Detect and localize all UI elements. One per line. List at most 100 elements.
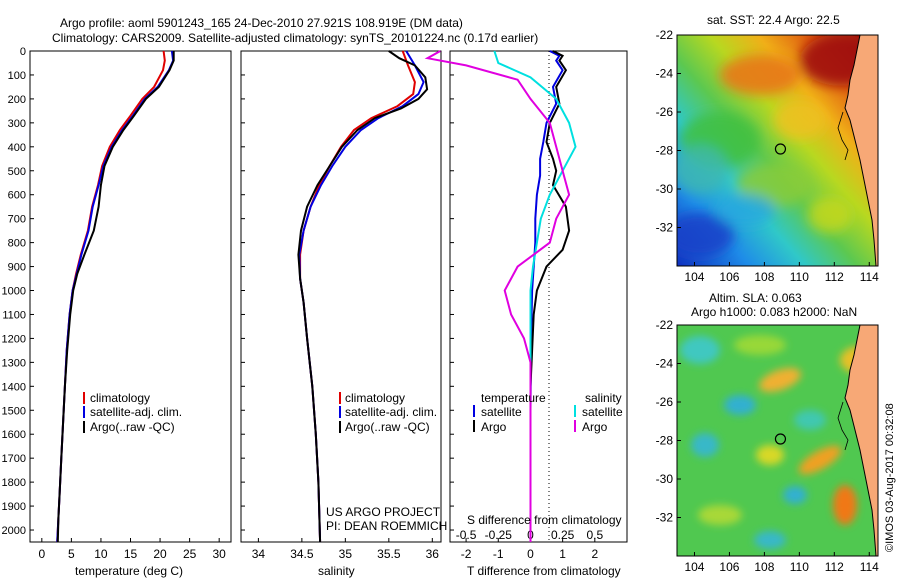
- depth-tick-label: 700: [8, 214, 26, 226]
- depth-tick-label: 200: [8, 94, 26, 106]
- map-x-tick-label: 108: [754, 270, 774, 284]
- sst-map: [677, 35, 878, 266]
- credit-imos: ©IMOS 03-Aug-2017 00:32:08: [884, 403, 896, 552]
- series-line-satellite: [529, 50, 564, 542]
- map-x-tick-label: 110: [790, 560, 809, 574]
- x-tick-label: 35: [339, 547, 353, 561]
- depth-tick-label: 1800: [2, 477, 26, 489]
- salinity-x-ticks: 34 34.5 35 35.5 36: [252, 538, 440, 561]
- difference-xlabel: T difference from climatology: [467, 564, 621, 578]
- legend-label-satellite: satellite-adj. clim.: [345, 405, 437, 419]
- sla-argo-float-marker: [774, 433, 787, 445]
- legend-heading-salinity: salinity: [585, 391, 622, 405]
- series-line-argo: [529, 50, 571, 542]
- sla-map-title: Altim. SLA: 0.063: [709, 291, 802, 305]
- header-line-2: Climatology: CARS2009. Satellite-adjuste…: [52, 31, 538, 45]
- depth-tick-label: 1300: [2, 357, 26, 369]
- legend-label-argo: Argo(..raw -QC): [90, 420, 175, 434]
- x-tick-label: 30: [212, 547, 226, 561]
- legend-label-salinity-argo: Argo: [582, 420, 608, 434]
- depth-tick-label: 500: [8, 166, 26, 178]
- temperature-xlabel: temperature (deg C): [75, 564, 183, 578]
- map-x-tick-label: 114: [860, 560, 879, 574]
- map-x-tick-label: 106: [719, 270, 739, 284]
- sla-field-patches: [680, 335, 878, 549]
- map-y-tick-label: -24: [656, 357, 674, 371]
- x2-tick-label: 0.25: [551, 528, 575, 542]
- map-x-tick-label: 110: [790, 270, 809, 284]
- header-line-1: Argo profile: aoml 5901243_165 24-Dec-20…: [60, 16, 463, 30]
- x-tick-label: 36: [426, 547, 440, 561]
- depth-tick-label: 1200: [2, 333, 26, 345]
- difference-axes: [449, 50, 628, 543]
- map-y-tick-label: -26: [656, 395, 674, 409]
- depth-tick-label: 800: [8, 238, 26, 250]
- depth-tick-label: 300: [8, 118, 26, 130]
- difference-legend: temperature salinity satellite Argo sate…: [473, 391, 623, 434]
- temperature-legend: climatology satellite-adj. clim. Argo(..…: [83, 391, 182, 434]
- x-tick-label: 15: [124, 547, 138, 561]
- map-y-tick-label: -22: [656, 28, 674, 42]
- temperature-series: [56, 50, 175, 543]
- depth-tick-label: 600: [8, 190, 26, 202]
- map-y-tick-label: -32: [656, 221, 674, 235]
- australia-landmass: [844, 35, 878, 266]
- depth-axis: 0 100 200 300 400 500 600 700 800 900 1000 1100 1200…: [2, 46, 454, 537]
- map-y-tick-label: -22: [656, 318, 674, 332]
- depth-tick-label: 1600: [2, 429, 26, 441]
- x-tick-label: 20: [153, 547, 167, 561]
- legend-label-salinity-satellite: satellite: [582, 405, 623, 419]
- map-x-tick-label: 112: [825, 560, 844, 574]
- depth-tick-label: 1700: [2, 453, 26, 465]
- depth-tick-label: 1900: [2, 501, 26, 513]
- depth-tick-label: 1100: [2, 309, 26, 321]
- depth-tick-label: 1000: [2, 286, 26, 298]
- x-tick-label: 0: [527, 547, 534, 561]
- x-tick-label: 1: [559, 547, 566, 561]
- depth-tick-label: 0: [20, 46, 26, 58]
- x-tick-label: 25: [183, 547, 197, 561]
- depth-tick-label: 900: [8, 262, 26, 274]
- series-line-argo-raw-qc-: [297, 50, 429, 543]
- sla-map-ticks: 104 106 108 110 112 114 -22 -24 -26 -28 -30 -32: [656, 318, 879, 574]
- depth-tick-label: 1500: [2, 405, 26, 417]
- x-tick-label: 0: [38, 547, 45, 561]
- australia-landmass: [844, 325, 878, 556]
- legend-label-satellite: satellite-adj. clim.: [90, 405, 182, 419]
- map-x-tick-label: 112: [825, 270, 844, 284]
- map-y-tick-label: -32: [656, 511, 674, 525]
- legend-label-temperature-argo: Argo: [481, 420, 507, 434]
- series-line-argo-raw-qc-: [56, 51, 175, 543]
- x2-tick-label: -0.5: [456, 528, 477, 542]
- x-tick-label: -2: [461, 547, 472, 561]
- map-x-tick-label: 104: [684, 560, 704, 574]
- map-x-tick-label: 114: [860, 270, 879, 284]
- legend-heading-temperature: temperature: [481, 391, 546, 405]
- depth-tick-label: 1400: [2, 381, 26, 393]
- sst-argo-float-marker: [774, 143, 787, 155]
- map-y-tick-label: -28: [656, 434, 674, 448]
- salinity-legend: climatology satellite-adj. clim. Argo(..…: [339, 391, 437, 434]
- sst-map-ticks: 104 106 108 110 112 114 -22 -24 -26 -28 -30 -32: [656, 28, 879, 284]
- map-y-tick-label: -24: [656, 67, 674, 81]
- x-tick-label: 5: [68, 547, 75, 561]
- sla-map-subtitle: Argo h1000: 0.083 h2000: NaN: [691, 305, 857, 319]
- depth-tick-label: 100: [8, 70, 26, 82]
- sla-map-bathymetry-contour: [837, 401, 849, 451]
- x2-tick-label: 0.5: [586, 528, 603, 542]
- legend-label-temperature-satellite: satellite: [481, 405, 522, 419]
- temperature-x-ticks: 0 5 10 15 20 25 30: [38, 538, 226, 561]
- sst-map-bathymetry-contour: [837, 111, 849, 161]
- x2-tick-label: -0.25: [485, 528, 513, 542]
- salinity-series: [297, 50, 429, 543]
- map-y-tick-label: -28: [656, 144, 674, 158]
- x-tick-label: -1: [493, 547, 504, 561]
- map-x-tick-label: 104: [684, 270, 704, 284]
- x-tick-label: 34: [252, 547, 266, 561]
- x-tick-label: 10: [94, 547, 108, 561]
- legend-label-climatology: climatology: [90, 391, 150, 405]
- credit-project: US ARGO PROJECT: [326, 505, 441, 519]
- depth-tick-label: 2000: [2, 525, 26, 537]
- temperature-axes: [29, 50, 232, 543]
